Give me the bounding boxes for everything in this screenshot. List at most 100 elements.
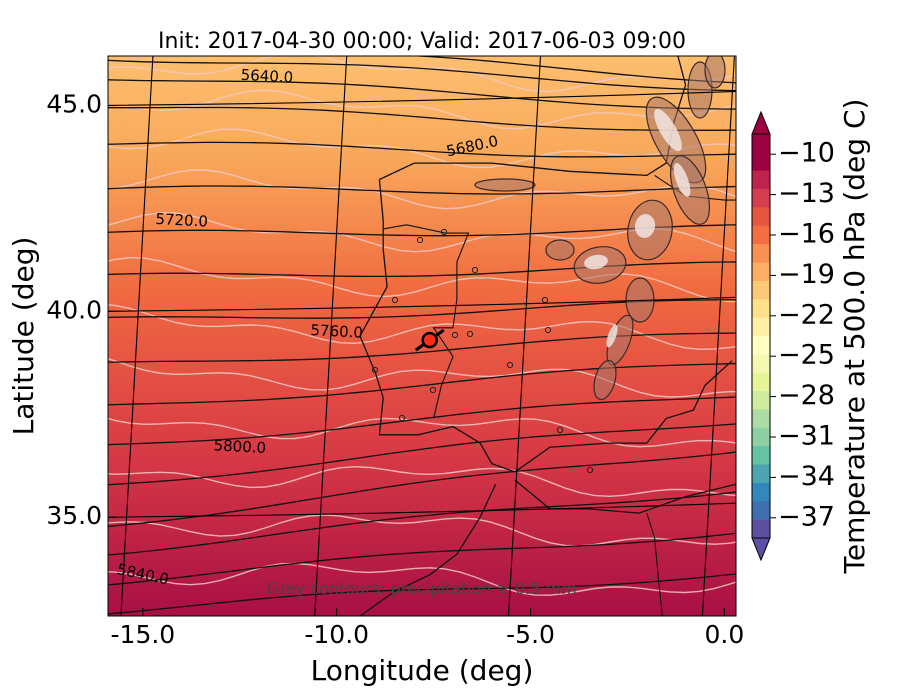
precip-speck [429, 386, 437, 394]
colorbar-segment [752, 446, 770, 466]
x-tick-label: -15.0 [111, 620, 176, 649]
isotherm-line [108, 562, 736, 596]
precip-core [606, 324, 618, 348]
x-tick-label: 0.0 [704, 620, 744, 649]
meridian-line [507, 56, 542, 616]
precip-area [474, 178, 536, 192]
height-contour-line [108, 79, 736, 110]
colorbar-tick-label: −19 [778, 259, 835, 290]
height-contour-label: 5760.0 [310, 321, 363, 342]
meridian-line [120, 56, 154, 616]
y-tick-label: 45.0 [46, 89, 102, 118]
colorbar-segment [752, 299, 770, 319]
precip-core [673, 162, 691, 198]
x-axis-ticks: -15.0 -10.0 -5.0 0.0 [111, 608, 744, 649]
x-tick-label: -10.0 [304, 620, 369, 649]
isotherm-line [108, 89, 736, 130]
isotherm-line [108, 169, 736, 210]
precip-note: Grey contours: precipitation ≥ 0.5 mm [267, 579, 576, 598]
y-tick-label: 35.0 [46, 501, 102, 530]
colorbar-segment [752, 354, 770, 374]
colorbar-segment [752, 464, 770, 484]
lat-lon-gridlines [108, 56, 736, 616]
isotherm-line [108, 304, 736, 351]
coastline-segment [359, 179, 733, 473]
colorbar-segment [752, 207, 770, 227]
colorbar-segment [752, 482, 770, 502]
coastline-segment [379, 56, 687, 181]
colorbar-tick-label: −13 [778, 178, 835, 209]
precip-area [545, 239, 575, 261]
x-tick-label: -5.0 [506, 620, 555, 649]
height-contour-label: 5640.0 [240, 66, 293, 87]
precip-speck [466, 330, 474, 338]
colorbar-tick-label: −22 [778, 299, 835, 330]
precip-speck [556, 426, 564, 434]
colorbar-segment [752, 501, 770, 521]
isotherm-line [108, 256, 736, 303]
parallel-line [108, 502, 736, 518]
colorbar-tick-label: −25 [778, 340, 835, 371]
precip-speck [506, 361, 514, 369]
precip-speck [391, 296, 399, 304]
colorbar-segment [752, 189, 770, 209]
border-segment [383, 224, 470, 419]
marker-point [421, 331, 439, 349]
colorbar-tick-label: −10 [778, 138, 835, 169]
y-tick-label: 40.0 [46, 295, 102, 324]
height-contours [108, 56, 736, 615]
precip-core [584, 254, 608, 270]
precip-core [634, 214, 656, 238]
temperature-field [108, 56, 736, 616]
colorbar-segment [752, 244, 770, 264]
colorbar-frame [751, 133, 771, 539]
colorbar-segment [752, 409, 770, 429]
colorbar-segment [752, 280, 770, 300]
meridian-line [701, 56, 735, 616]
height-contour-line [108, 59, 736, 92]
precip-area [704, 56, 726, 89]
precipitation-contours [371, 56, 726, 474]
colorbar-label: Temperature at 500.0 hPa (deg C) [838, 99, 871, 575]
height-contour-line [108, 532, 736, 586]
isotherm-line [108, 514, 736, 547]
height-contour-line [108, 491, 736, 556]
colorbar-segment [752, 317, 770, 337]
chart-title: Init: 2017-04-30 00:00; Valid: 2017-06-0… [158, 29, 686, 54]
precip-area [593, 359, 617, 401]
coastline-segment [514, 479, 736, 514]
colorbar-segment [752, 372, 770, 392]
height-contour-line [108, 332, 736, 363]
coastline [359, 56, 736, 616]
height-contour-line [108, 362, 736, 406]
border-segment [646, 512, 663, 616]
precip-speck [416, 236, 424, 244]
location-marker [414, 328, 445, 352]
isotherm-line [108, 417, 736, 448]
colorbar: −10 −13 −16 −19 −22 −25 −28 −31 −34 −37 [751, 110, 835, 562]
isotherm-line [108, 465, 736, 498]
isotherm-line [108, 128, 736, 169]
height-contour-line [108, 106, 736, 131]
height-contour-line [108, 261, 736, 278]
colorbar-segment [752, 391, 770, 411]
precip-speck [440, 228, 448, 236]
height-contour-line [108, 573, 736, 615]
isotherm-contours [108, 56, 736, 596]
precip-speck [541, 296, 549, 304]
height-contour-label: 5800.0 [213, 436, 266, 457]
y-axis-ticks: 45.0 40.0 35.0 [46, 89, 116, 530]
colorbar-tick-label: −28 [778, 380, 835, 411]
colorbar-tick-label: −37 [778, 501, 835, 532]
isotherm-line [108, 357, 736, 398]
parallel-line [108, 90, 736, 106]
colorbar-segment [752, 152, 770, 172]
colorbar-segment [752, 427, 770, 447]
colorbar-extend-bottom [751, 537, 771, 562]
precip-speck [451, 331, 459, 339]
colorbar-segment [752, 262, 770, 282]
height-contour-line [108, 423, 736, 486]
colorbar-extend-top [751, 110, 771, 135]
